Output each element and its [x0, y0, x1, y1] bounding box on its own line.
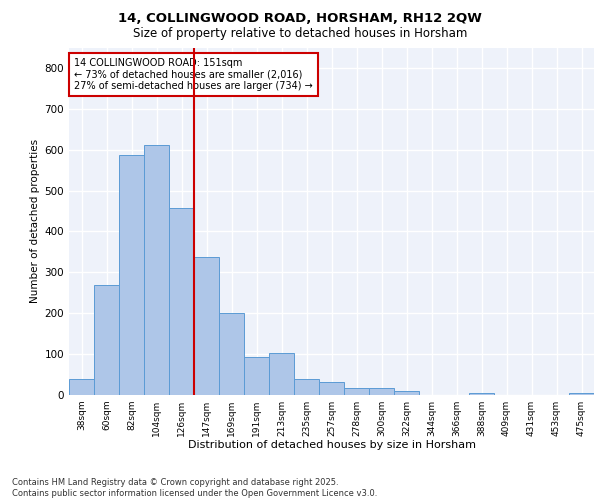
Bar	[244, 357, 269, 395]
Bar	[94, 286, 119, 395]
Bar	[194, 257, 219, 395]
Text: Contains HM Land Registry data © Crown copyright and database right 2025.
Contai: Contains HM Land Registry data © Crown c…	[12, 478, 377, 498]
Bar	[294, 380, 319, 395]
Text: 14 COLLINGWOOD ROAD: 151sqm
← 73% of detached houses are smaller (2,016)
27% of : 14 COLLINGWOOD ROAD: 151sqm ← 73% of det…	[74, 58, 313, 91]
Bar	[169, 208, 194, 395]
Bar	[469, 393, 494, 395]
Text: 14, COLLINGWOOD ROAD, HORSHAM, RH12 2QW: 14, COLLINGWOOD ROAD, HORSHAM, RH12 2QW	[118, 12, 482, 26]
X-axis label: Distribution of detached houses by size in Horsham: Distribution of detached houses by size …	[187, 440, 476, 450]
Bar	[369, 388, 394, 395]
Bar	[394, 391, 419, 395]
Bar	[319, 382, 344, 395]
Bar	[144, 145, 169, 395]
Bar	[219, 313, 244, 395]
Text: Size of property relative to detached houses in Horsham: Size of property relative to detached ho…	[133, 28, 467, 40]
Bar	[269, 354, 294, 395]
Bar	[69, 380, 94, 395]
Bar	[569, 393, 594, 395]
Bar	[119, 155, 144, 395]
Y-axis label: Number of detached properties: Number of detached properties	[31, 139, 40, 304]
Bar	[344, 388, 369, 395]
